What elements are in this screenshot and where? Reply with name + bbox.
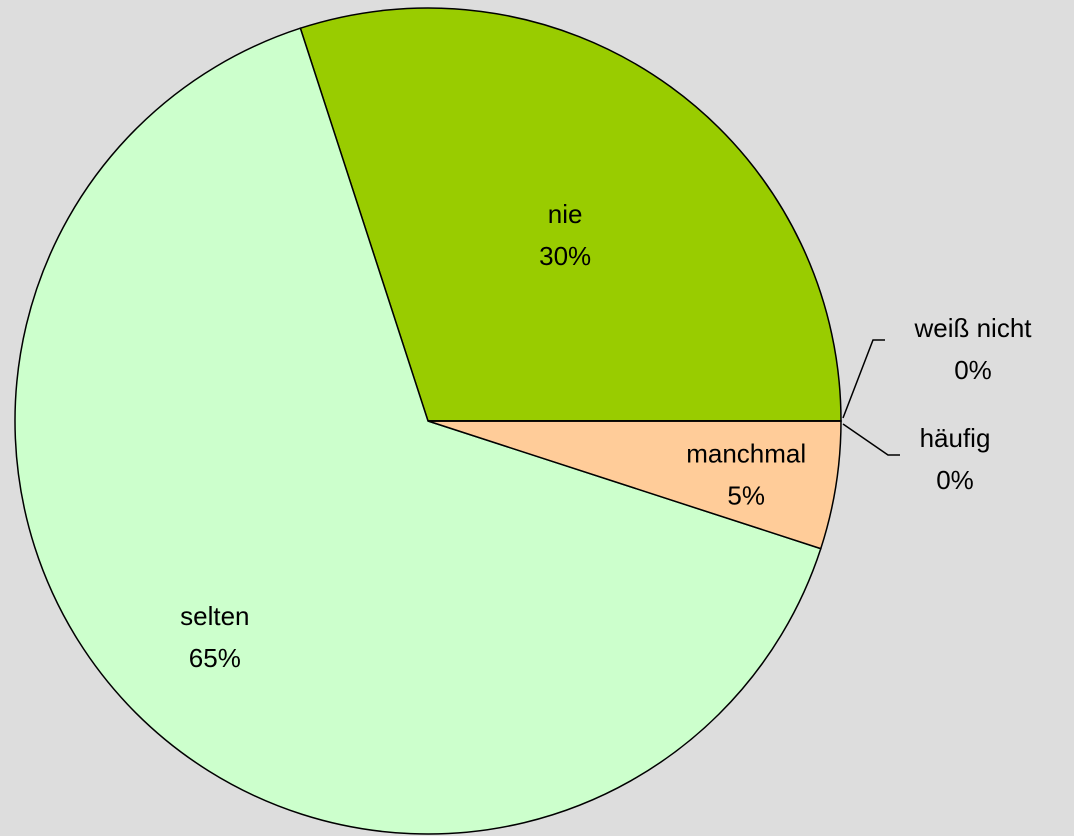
pie-slice (299, 7, 842, 422)
slice-label: häufig (920, 423, 991, 453)
slice-label: weiß nicht (913, 313, 1032, 343)
leader-line (842, 423, 900, 456)
slice-value-label: 0% (954, 355, 992, 385)
slice-value-label: 30% (539, 241, 591, 271)
leader-line (842, 339, 885, 419)
slice-label: selten (180, 601, 249, 631)
slice-label: manchmal (686, 438, 806, 468)
slice-value-label: 5% (727, 480, 765, 510)
pie-slice (14, 27, 822, 835)
slice-value-label: 0% (936, 465, 974, 495)
slice-value-label: 65% (189, 643, 241, 673)
slice-label: nie (548, 199, 583, 229)
